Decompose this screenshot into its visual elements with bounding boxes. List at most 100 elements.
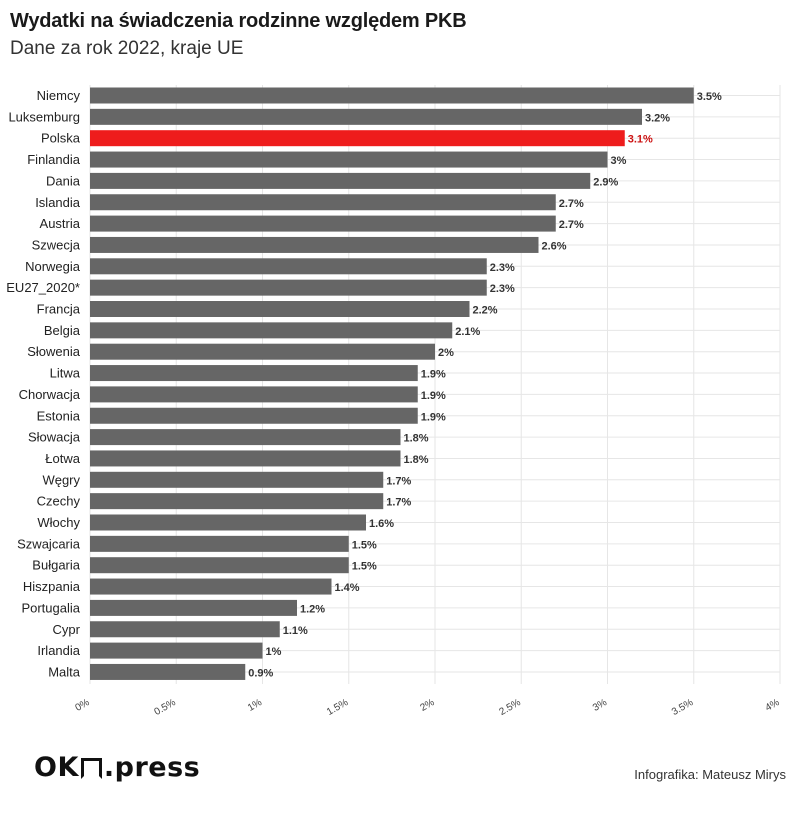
bar [90,151,608,168]
x-tick-label: 3.5% [670,697,695,718]
category-label: Słowacja [28,430,81,445]
x-tick-label: 2% [418,697,436,714]
x-tick-label: 4% [763,697,781,714]
category-label: Łotwa [45,451,80,466]
bar [90,258,487,275]
logo-prefix: OK [34,752,79,783]
value-label: 3.2% [645,112,670,124]
category-label: Litwa [50,366,81,381]
bar [90,535,349,552]
bar [90,108,642,125]
bar [90,343,435,360]
bar [90,493,384,510]
value-label: 1.7% [386,497,411,509]
value-label: 1.4% [335,582,360,594]
logo-suffix: .press [103,752,201,783]
value-label: 1.2% [300,603,325,615]
category-label: Niemcy [37,88,81,103]
value-label: 3.5% [697,91,722,103]
value-label: 2.1% [455,326,480,338]
value-label: 2.3% [490,262,515,274]
x-tick-label: 1% [246,697,264,714]
category-label: Portugalia [21,600,80,615]
category-label: Belgia [44,323,81,338]
category-label: EU27_2020* [6,280,80,295]
bar-chart: Niemcy Luksemburg Polska Finlandia Dania Isla… [6,85,782,718]
x-tick-label: 0% [73,697,91,714]
value-label: 1.7% [386,475,411,487]
x-tick-label: 0.5% [153,697,178,718]
category-label: Szwajcaria [17,536,81,551]
value-label: 2.2% [473,305,498,317]
value-label: 2.6% [542,240,567,252]
logo-square-icon [80,758,102,779]
category-label: Islandia [35,195,81,210]
value-label: 3.1% [628,134,653,146]
value-label: 1.5% [352,539,377,551]
value-label: 1.8% [404,454,429,466]
credit-text: Infografika: Mateusz Mirys [634,767,786,782]
category-label: Hiszpania [23,579,81,594]
value-label: 1.8% [404,433,429,445]
value-labels: 3.5% 3.2% 3.1%3% 2.9% 2.7% 2.7% 2.6% 2.3% 2.3% 2.… [248,91,722,679]
bar [90,429,401,446]
chart-subtitle: Dane za rok 2022, kraje UE [10,38,244,59]
category-label: Dania [46,173,81,188]
value-label: 1.9% [421,390,446,402]
value-label: 2.9% [593,176,618,188]
x-tick-label: 2.5% [498,697,523,718]
category-label: Polska [41,131,81,146]
value-label: 1% [266,646,282,658]
value-label: 1.9% [421,411,446,423]
category-label: Austria [40,216,81,231]
bar [90,599,297,616]
value-label: 1.6% [369,518,394,530]
bars [90,87,694,680]
bar [90,365,418,382]
bar [90,386,418,403]
category-label: Finlandia [27,152,81,167]
x-tick-label: 3% [591,697,609,714]
bar [90,663,246,680]
okopress-logo: OK .press [34,752,200,783]
category-labels: Niemcy Luksemburg Polska Finlandia Dania Isla… [6,88,81,679]
category-label: Norwegia [25,259,81,274]
bar [90,236,539,253]
bar [90,279,487,296]
category-label: Węgry [42,472,80,487]
category-label: Włochy [37,515,80,530]
category-label: Szwecja [32,237,81,252]
bar [90,301,470,317]
chart-title: Wydatki na świadczenia rodzinne względem… [10,10,467,32]
bar-highlight [90,130,625,147]
category-label: Estonia [37,408,81,423]
value-label: 2.3% [490,283,515,295]
category-label: Francja [37,302,81,317]
value-label: 1.5% [352,561,377,573]
category-label: Malta [48,664,81,679]
value-label: 1.9% [421,369,446,381]
category-label: Cypr [53,622,81,637]
bar [90,87,694,104]
value-label: 2.7% [559,219,584,231]
x-tick-label: 1.5% [325,697,350,718]
bar [90,407,418,424]
bar [90,557,349,574]
value-label: 3% [611,155,627,167]
bar [90,450,401,467]
x-axis-ticks: 0% 0.5% 1% 1.5% 2% 2.5% 3% 3.5% 4% [73,697,781,718]
bar [90,578,332,595]
bar [90,621,280,638]
bar [90,322,453,339]
category-label: Chorwacja [19,387,81,402]
bar [90,194,556,211]
bar [90,172,591,189]
bar [90,471,384,488]
category-label: Słowenia [27,344,81,359]
bar [90,514,366,531]
bar [90,642,263,659]
value-label: 2.7% [559,198,584,210]
category-label: Irlandia [37,643,80,658]
bar [90,215,556,232]
category-label: Bułgaria [32,558,80,573]
